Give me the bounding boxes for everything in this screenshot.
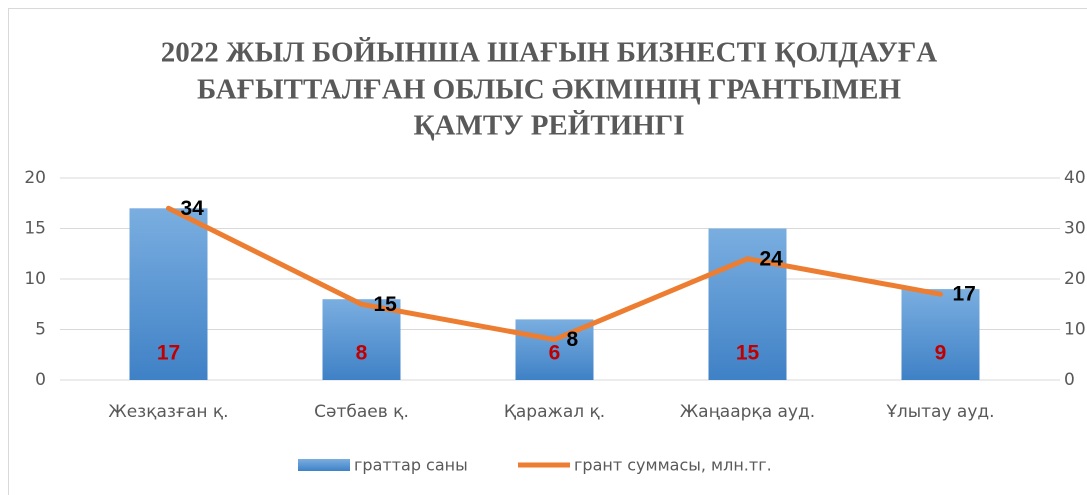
x-tick-label: Ұлытау ауд.	[885, 402, 994, 422]
bar	[708, 228, 787, 380]
bar-value-label: 6	[549, 342, 561, 365]
y-tick-label: 10	[24, 269, 46, 289]
chart-title: ҚАМТУ РЕЙТИНГІ	[413, 109, 684, 142]
legend-label: грант суммасы, млн.тг.	[574, 456, 772, 475]
y-tick-label: 0	[35, 370, 46, 390]
line-value-label: 17	[953, 283, 976, 306]
chart-title: БАҒЫТТАЛҒАН ОБЛЫС ӘКІМІНІҢ ГРАНТЫМЕН	[197, 74, 901, 106]
line	[166, 205, 943, 343]
x-tick-label: Қаражал қ.	[504, 402, 605, 422]
bar	[129, 208, 208, 380]
y-tick-label: 5	[35, 320, 46, 340]
bar	[901, 289, 980, 380]
bar	[322, 299, 401, 380]
chart-title: 2022 ЖЫЛ БОЙЫНША ШАҒЫН БИЗНЕСТІ ҚОЛДАУҒА	[161, 36, 938, 69]
y-tick-label: 15	[24, 219, 46, 239]
bar-value-label: 15	[736, 342, 760, 365]
x-tick-label: Жезқазған қ.	[108, 402, 228, 422]
chart-frame	[8, 8, 1087, 495]
y2-tick-label: 10	[1064, 320, 1086, 340]
y-tick-label: 20	[24, 168, 46, 188]
line-value-label: 15	[374, 293, 398, 316]
y2-tick-label: 30	[1064, 219, 1086, 239]
x-tick-label: Сәтбаев қ.	[314, 402, 409, 422]
x-tick-label: Жаңаарқа ауд.	[680, 402, 815, 422]
line-value-label: 8	[567, 328, 579, 351]
y2-tick-label: 0	[1064, 370, 1075, 390]
y2-tick-label: 20	[1064, 269, 1086, 289]
bar-value-label: 17	[157, 342, 180, 365]
legend-label: граттар саны	[354, 456, 468, 475]
line-value-label: 34	[181, 197, 205, 220]
y2-tick-label: 40	[1064, 168, 1086, 188]
bar-value-label: 9	[935, 342, 947, 365]
bar-value-label: 8	[356, 342, 368, 365]
line-value-label: 24	[760, 247, 784, 270]
legend-swatch	[298, 459, 350, 471]
